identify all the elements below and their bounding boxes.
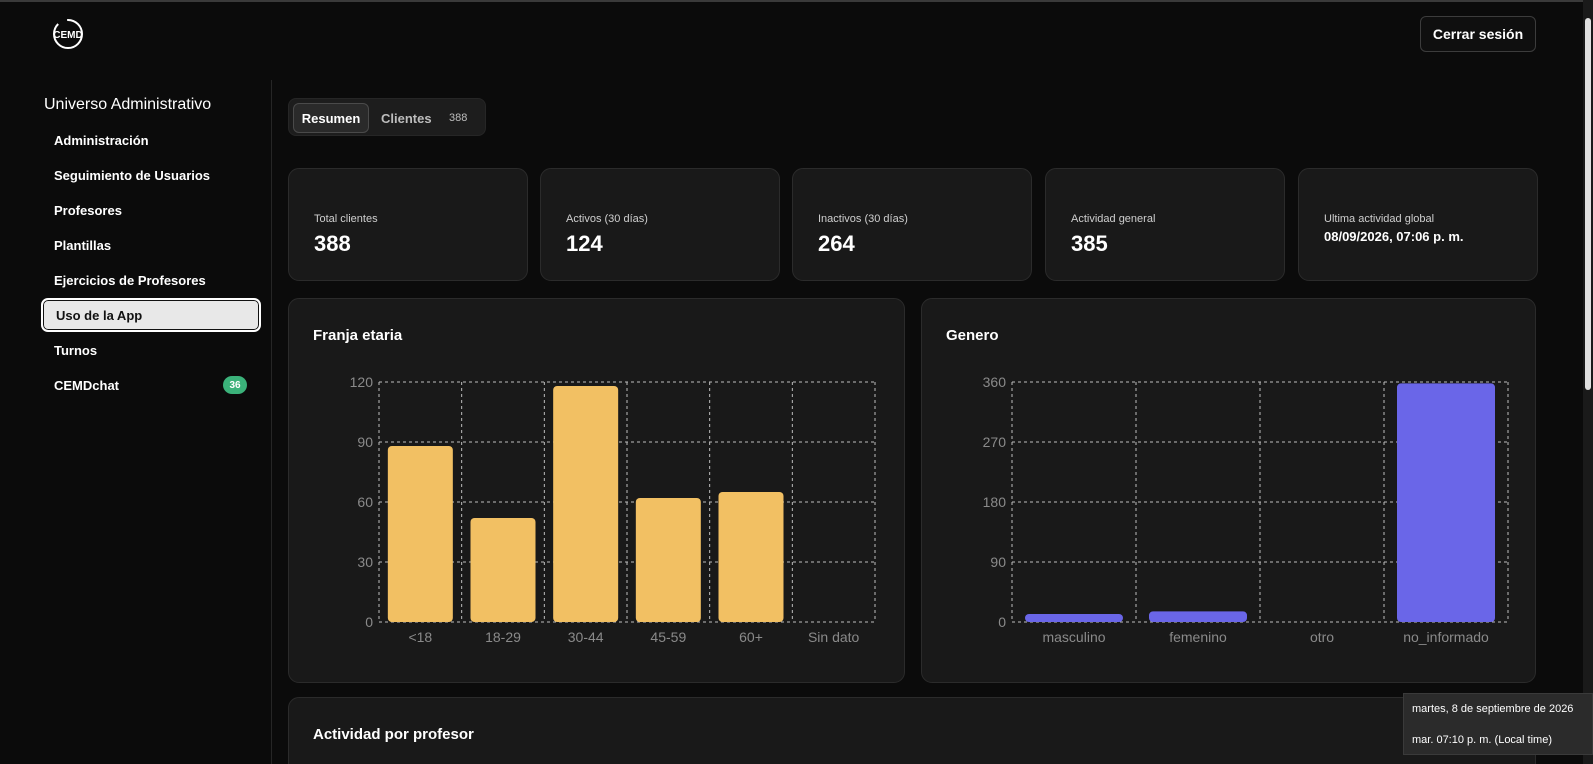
stat-value: 08/09/2026, 07:06 p. m. — [1324, 229, 1464, 244]
sidebar-item-label: Administración — [54, 132, 149, 148]
stat-card-inactivos: Inactivos (30 días) 264 — [792, 168, 1032, 281]
y-tick-label: 270 — [983, 434, 1007, 450]
sidebar: Universo Administrativo Administración S… — [0, 80, 272, 764]
stat-value: 385 — [1071, 231, 1108, 256]
age-range-panel: Franja etaria 0 30 60 90 120 <18 18-29 30-44 45-… — [288, 298, 905, 683]
age-range-chart: 0 30 60 90 120 <18 18-29 30-44 45-59 60+ Sin dato — [350, 374, 876, 645]
sidebar-item-cemdchat[interactable]: CEMDchat 36 — [41, 368, 261, 402]
logout-button[interactable]: Cerrar sesión — [1420, 16, 1536, 52]
x-tick-label: 60+ — [739, 629, 763, 645]
tab-resumen[interactable]: Resumen — [293, 103, 369, 133]
sidebar-item-label: Uso de la App — [56, 307, 143, 323]
stat-label: Inactivos (30 días) — [818, 213, 908, 225]
stat-value: 264 — [818, 231, 855, 256]
sidebar-item-label: Turnos — [54, 342, 98, 358]
x-tick-label: 30-44 — [568, 629, 604, 645]
cemd-logo: CEMD — [53, 19, 83, 49]
x-tick-label: femenino — [1169, 629, 1227, 645]
window-top-border — [0, 0, 1593, 2]
y-tick-label: 0 — [365, 614, 373, 630]
bar-<18[interactable] — [387, 446, 453, 622]
x-tick-label: otro — [1310, 629, 1334, 645]
tooltip-time: mar. 07:10 p. m. (Local time) — [1412, 734, 1552, 746]
x-tick-label: Sin dato — [808, 629, 860, 645]
sidebar-item-ejercicios-profesores[interactable]: Ejercicios de Profesores — [41, 263, 261, 297]
datetime-tooltip: martes, 8 de septiembre de 2026 mar. 07:… — [1403, 693, 1593, 755]
tooltip-date: martes, 8 de septiembre de 2026 — [1412, 703, 1574, 715]
x-tick-label: 45-59 — [650, 629, 686, 645]
bar-30-44[interactable] — [553, 386, 619, 622]
sidebar-item-label: Plantillas — [54, 237, 112, 253]
gender-panel: Genero 0 90 180 270 360 masculino femenino otro… — [921, 298, 1536, 683]
sidebar-item-plantillas[interactable]: Plantillas — [41, 228, 261, 262]
y-tick-label: 60 — [357, 494, 373, 510]
bar-femenino[interactable] — [1149, 611, 1247, 622]
x-tick-label: 18-29 — [485, 629, 521, 645]
y-tick-label: 90 — [990, 554, 1006, 570]
stat-value: 124 — [566, 231, 603, 256]
stat-card-ultima-actividad: Ultima actividad global 08/09/2026, 07:0… — [1298, 168, 1538, 281]
sidebar-item-administracion[interactable]: Administración — [41, 123, 261, 157]
stat-label: Activos (30 días) — [566, 213, 648, 225]
sidebar-item-label: Seguimiento de Usuarios — [54, 167, 211, 183]
gender-chart: 0 90 180 270 360 masculino femenino otro no_info… — [983, 374, 1509, 645]
view-tabs: Resumen Clientes 388 — [288, 98, 486, 136]
sidebar-item-uso-app[interactable]: Uso de la App — [41, 298, 261, 332]
sidebar-item-seguimiento-usuarios[interactable]: Seguimiento de Usuarios — [41, 158, 261, 192]
scrollbar-thumb[interactable] — [1585, 18, 1591, 390]
sidebar-item-turnos[interactable]: Turnos — [41, 333, 261, 367]
bar-no_informado[interactable] — [1397, 383, 1495, 622]
teacher-activity-panel: Actividad por profesor — [288, 697, 1536, 764]
y-tick-label: 30 — [357, 554, 373, 570]
sidebar-title: Universo Administrativo — [44, 96, 212, 113]
panel-title: Genero — [946, 327, 999, 344]
x-tick-label: no_informado — [1403, 629, 1489, 645]
clientes-count: 388 — [449, 112, 468, 124]
sidebar-item-label: Profesores — [54, 202, 122, 218]
stat-label: Ultima actividad global — [1324, 213, 1435, 225]
bar-18-29[interactable] — [470, 518, 536, 622]
y-tick-label: 120 — [350, 374, 374, 390]
stat-card-activos: Activos (30 días) 124 — [540, 168, 780, 281]
y-tick-label: 180 — [983, 494, 1007, 510]
sidebar-item-profesores[interactable]: Profesores — [41, 193, 261, 227]
sidebar-item-label: Ejercicios de Profesores — [54, 272, 206, 288]
stat-card-actividad-general: Actividad general 385 — [1045, 168, 1285, 281]
y-tick-label: 0 — [998, 614, 1006, 630]
unread-badge: 36 — [223, 376, 247, 394]
bar-45-59[interactable] — [635, 498, 701, 622]
x-tick-label: <18 — [408, 629, 432, 645]
y-tick-label: 90 — [357, 434, 373, 450]
bar-masculino[interactable] — [1025, 614, 1123, 622]
stat-card-total-clientes: Total clientes 388 — [288, 168, 528, 281]
stat-label: Actividad general — [1071, 213, 1156, 225]
x-tick-label: masculino — [1042, 629, 1105, 645]
y-tick-label: 360 — [983, 374, 1007, 390]
stat-label: Total clientes — [314, 213, 378, 225]
sidebar-item-label: CEMDchat — [54, 377, 120, 393]
stat-value: 388 — [314, 231, 351, 256]
panel-title: Actividad por profesor — [313, 726, 474, 743]
logo-text: CEMD — [53, 30, 82, 41]
panel-title: Franja etaria — [313, 327, 403, 344]
tab-clientes[interactable]: Clientes — [381, 110, 432, 126]
bar-60+[interactable] — [718, 492, 784, 622]
